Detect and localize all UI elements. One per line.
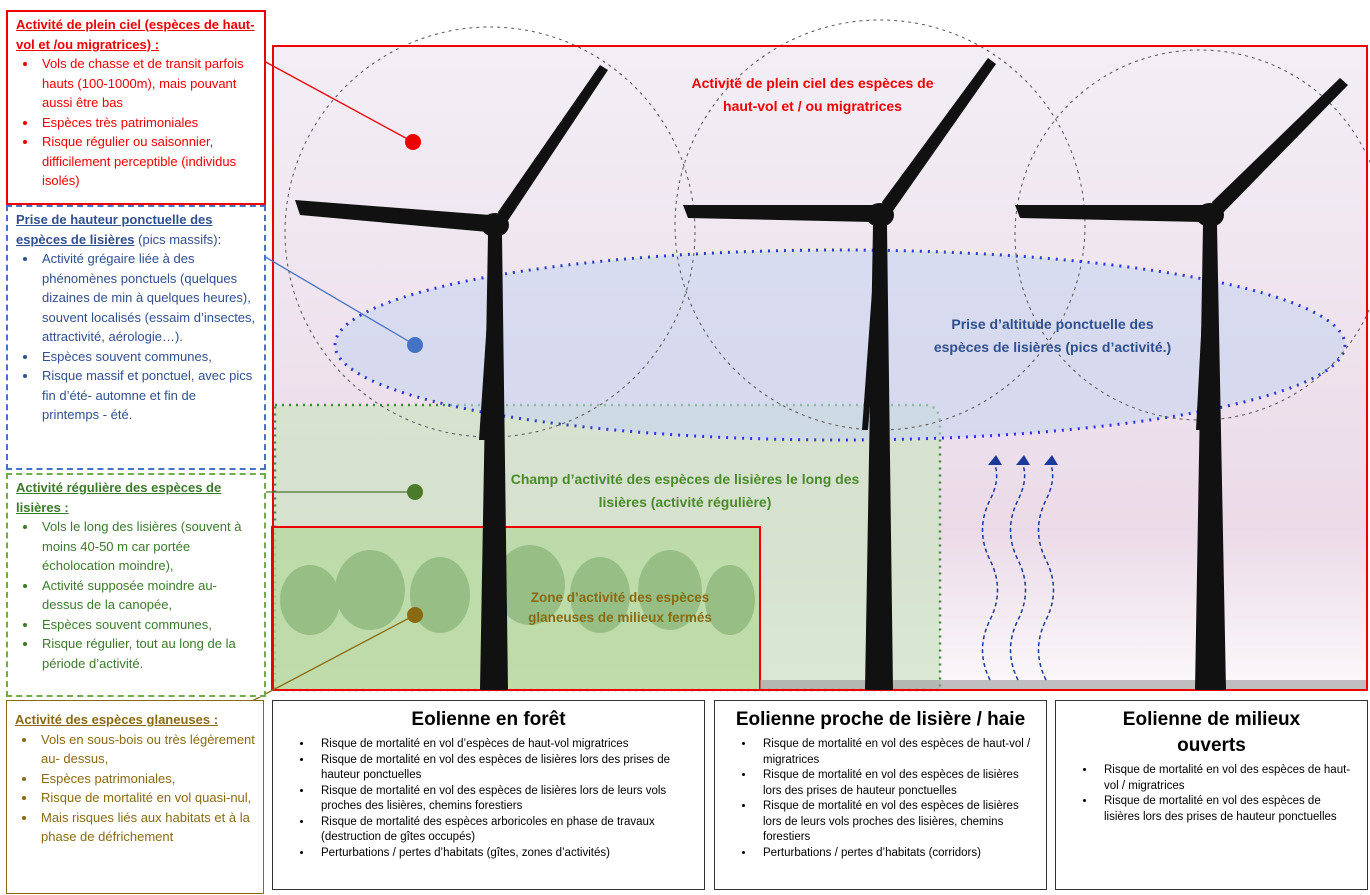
- arrowheads: [988, 455, 1058, 465]
- bullet: Risque de mortalité en vol des espèces d…: [1096, 794, 1357, 825]
- bullet: Risque régulier, tout au long de la péri…: [38, 634, 256, 673]
- turbine: [1015, 78, 1348, 690]
- updraft-arrows: [981, 464, 1055, 681]
- legend-title: Prise de hauteur ponctuelle des espèces …: [16, 212, 213, 247]
- marker-dot: [407, 337, 423, 353]
- marker-dot: [407, 484, 423, 500]
- legend-title-suffix: (pics massifs):: [134, 231, 222, 247]
- bullet: Perturbations / pertes d’habitats (gîtes…: [313, 846, 694, 862]
- diagram-border: [272, 45, 1368, 691]
- bullet: Risque régulier ou saisonnier, difficile…: [38, 132, 256, 191]
- bullet-list: Risque de mortalité en vol des espèces d…: [1066, 763, 1357, 825]
- connector: [261, 59, 414, 143]
- turbine-box: Eolienne proche de lisière / haie Risque…: [714, 700, 1047, 890]
- legend-title: Activité des espèces glaneuses :: [15, 712, 219, 727]
- legend-box: Activité régulière des espèces de lisièr…: [6, 473, 266, 697]
- bullet: Mais risques liés aux habitats et à la p…: [37, 808, 255, 847]
- turbine: [295, 65, 608, 690]
- bullet-list: Risque de mortalité en vol d’espèces de …: [283, 737, 694, 861]
- turbine-title: Eolienne de milieux ouverts: [1122, 709, 1301, 756]
- bullet: Risque de mortalité en vol quasi-nul,: [37, 788, 255, 808]
- zone-label: Activité de plein ciel des espèces de ha…: [691, 75, 934, 114]
- zone-label: Champ d’activité des espèces de lisières…: [510, 471, 860, 510]
- marker-dot: [405, 134, 421, 150]
- bullet-list: Vols le long des lisières (souvent à moi…: [16, 517, 256, 673]
- bullet: Activité grégaire liée à des phénomènes …: [38, 249, 256, 347]
- bullet: Vols le long des lisières (souvent à moi…: [38, 517, 256, 576]
- turbine: [683, 58, 996, 690]
- bullet: Risque de mortalité en vol des espèces d…: [755, 799, 1036, 846]
- bullet: Espèces patrimoniales,: [37, 769, 255, 789]
- bullet: Perturbations / pertes d’habitats (corri…: [755, 846, 1036, 862]
- bullet: Risque de mortalité en vol des espèces d…: [313, 784, 694, 815]
- legend-title: Activité de plein ciel (espèces de haut-…: [16, 17, 255, 52]
- trees: [280, 545, 755, 635]
- bullet: Activité supposée moindre au-dessus de l…: [38, 576, 256, 615]
- bullet: Vols de chasse et de transit parfois hau…: [38, 54, 256, 113]
- marker-dot: [407, 607, 423, 623]
- bullet-list: Activité grégaire liée à des phénomènes …: [16, 249, 256, 425]
- sky-zone-circle: [284, 26, 696, 438]
- bullet-list: Vols en sous-bois ou très légèrement au-…: [15, 730, 255, 847]
- bullet: Risque de mortalité en vol des espèces d…: [755, 737, 1036, 768]
- bullet-list: Risque de mortalité en vol des espèces d…: [725, 737, 1036, 861]
- turbine-title: Eolienne en forêt: [411, 709, 566, 730]
- bullet: Risque de mortalité en vol des espèces d…: [755, 768, 1036, 799]
- turbine-box: Eolienne en forêt Risque de mortalité en…: [272, 700, 705, 890]
- bullet: Risque massif et ponctuel, avec pics fin…: [38, 366, 256, 425]
- zone-label: Prise d’altitude ponctuelle des espèces …: [933, 316, 1172, 355]
- bullet: Espèces très patrimoniales: [38, 113, 256, 133]
- legend-box: Activité de plein ciel (espèces de haut-…: [6, 10, 266, 205]
- zone-label: Zone d’activité des espèces glaneuses de…: [528, 590, 712, 625]
- bullet: Vols en sous-bois ou très légèrement au-…: [37, 730, 255, 769]
- turbine-box: Eolienne de milieux ouverts Risque de mo…: [1055, 700, 1368, 890]
- bullet: Risque de mortalité en vol des espèces d…: [1096, 763, 1357, 794]
- bullet: Espèces souvent communes,: [38, 347, 256, 367]
- sky-zone-circle: [674, 19, 1086, 431]
- legend-title: Activité régulière des espèces de lisièr…: [16, 480, 222, 515]
- altitude-zone: [333, 248, 1347, 442]
- turbine-title: Eolienne proche de lisière / haie: [735, 709, 1026, 730]
- bullet: Risque de mortalité des espèces arborico…: [313, 815, 694, 846]
- bullet-list: Vols de chasse et de transit parfois hau…: [16, 54, 256, 191]
- bullet: Risque de mortalité en vol des espèces d…: [313, 753, 694, 784]
- ground: [760, 680, 1368, 690]
- legend-box: Activité des espèces glaneuses : Vols en…: [6, 700, 264, 894]
- bullet: Espèces souvent communes,: [38, 615, 256, 635]
- legend-box: Prise de hauteur ponctuelle des espèces …: [6, 205, 266, 470]
- connector: [244, 244, 416, 346]
- bullet: Risque de mortalité en vol d’espèces de …: [313, 737, 694, 753]
